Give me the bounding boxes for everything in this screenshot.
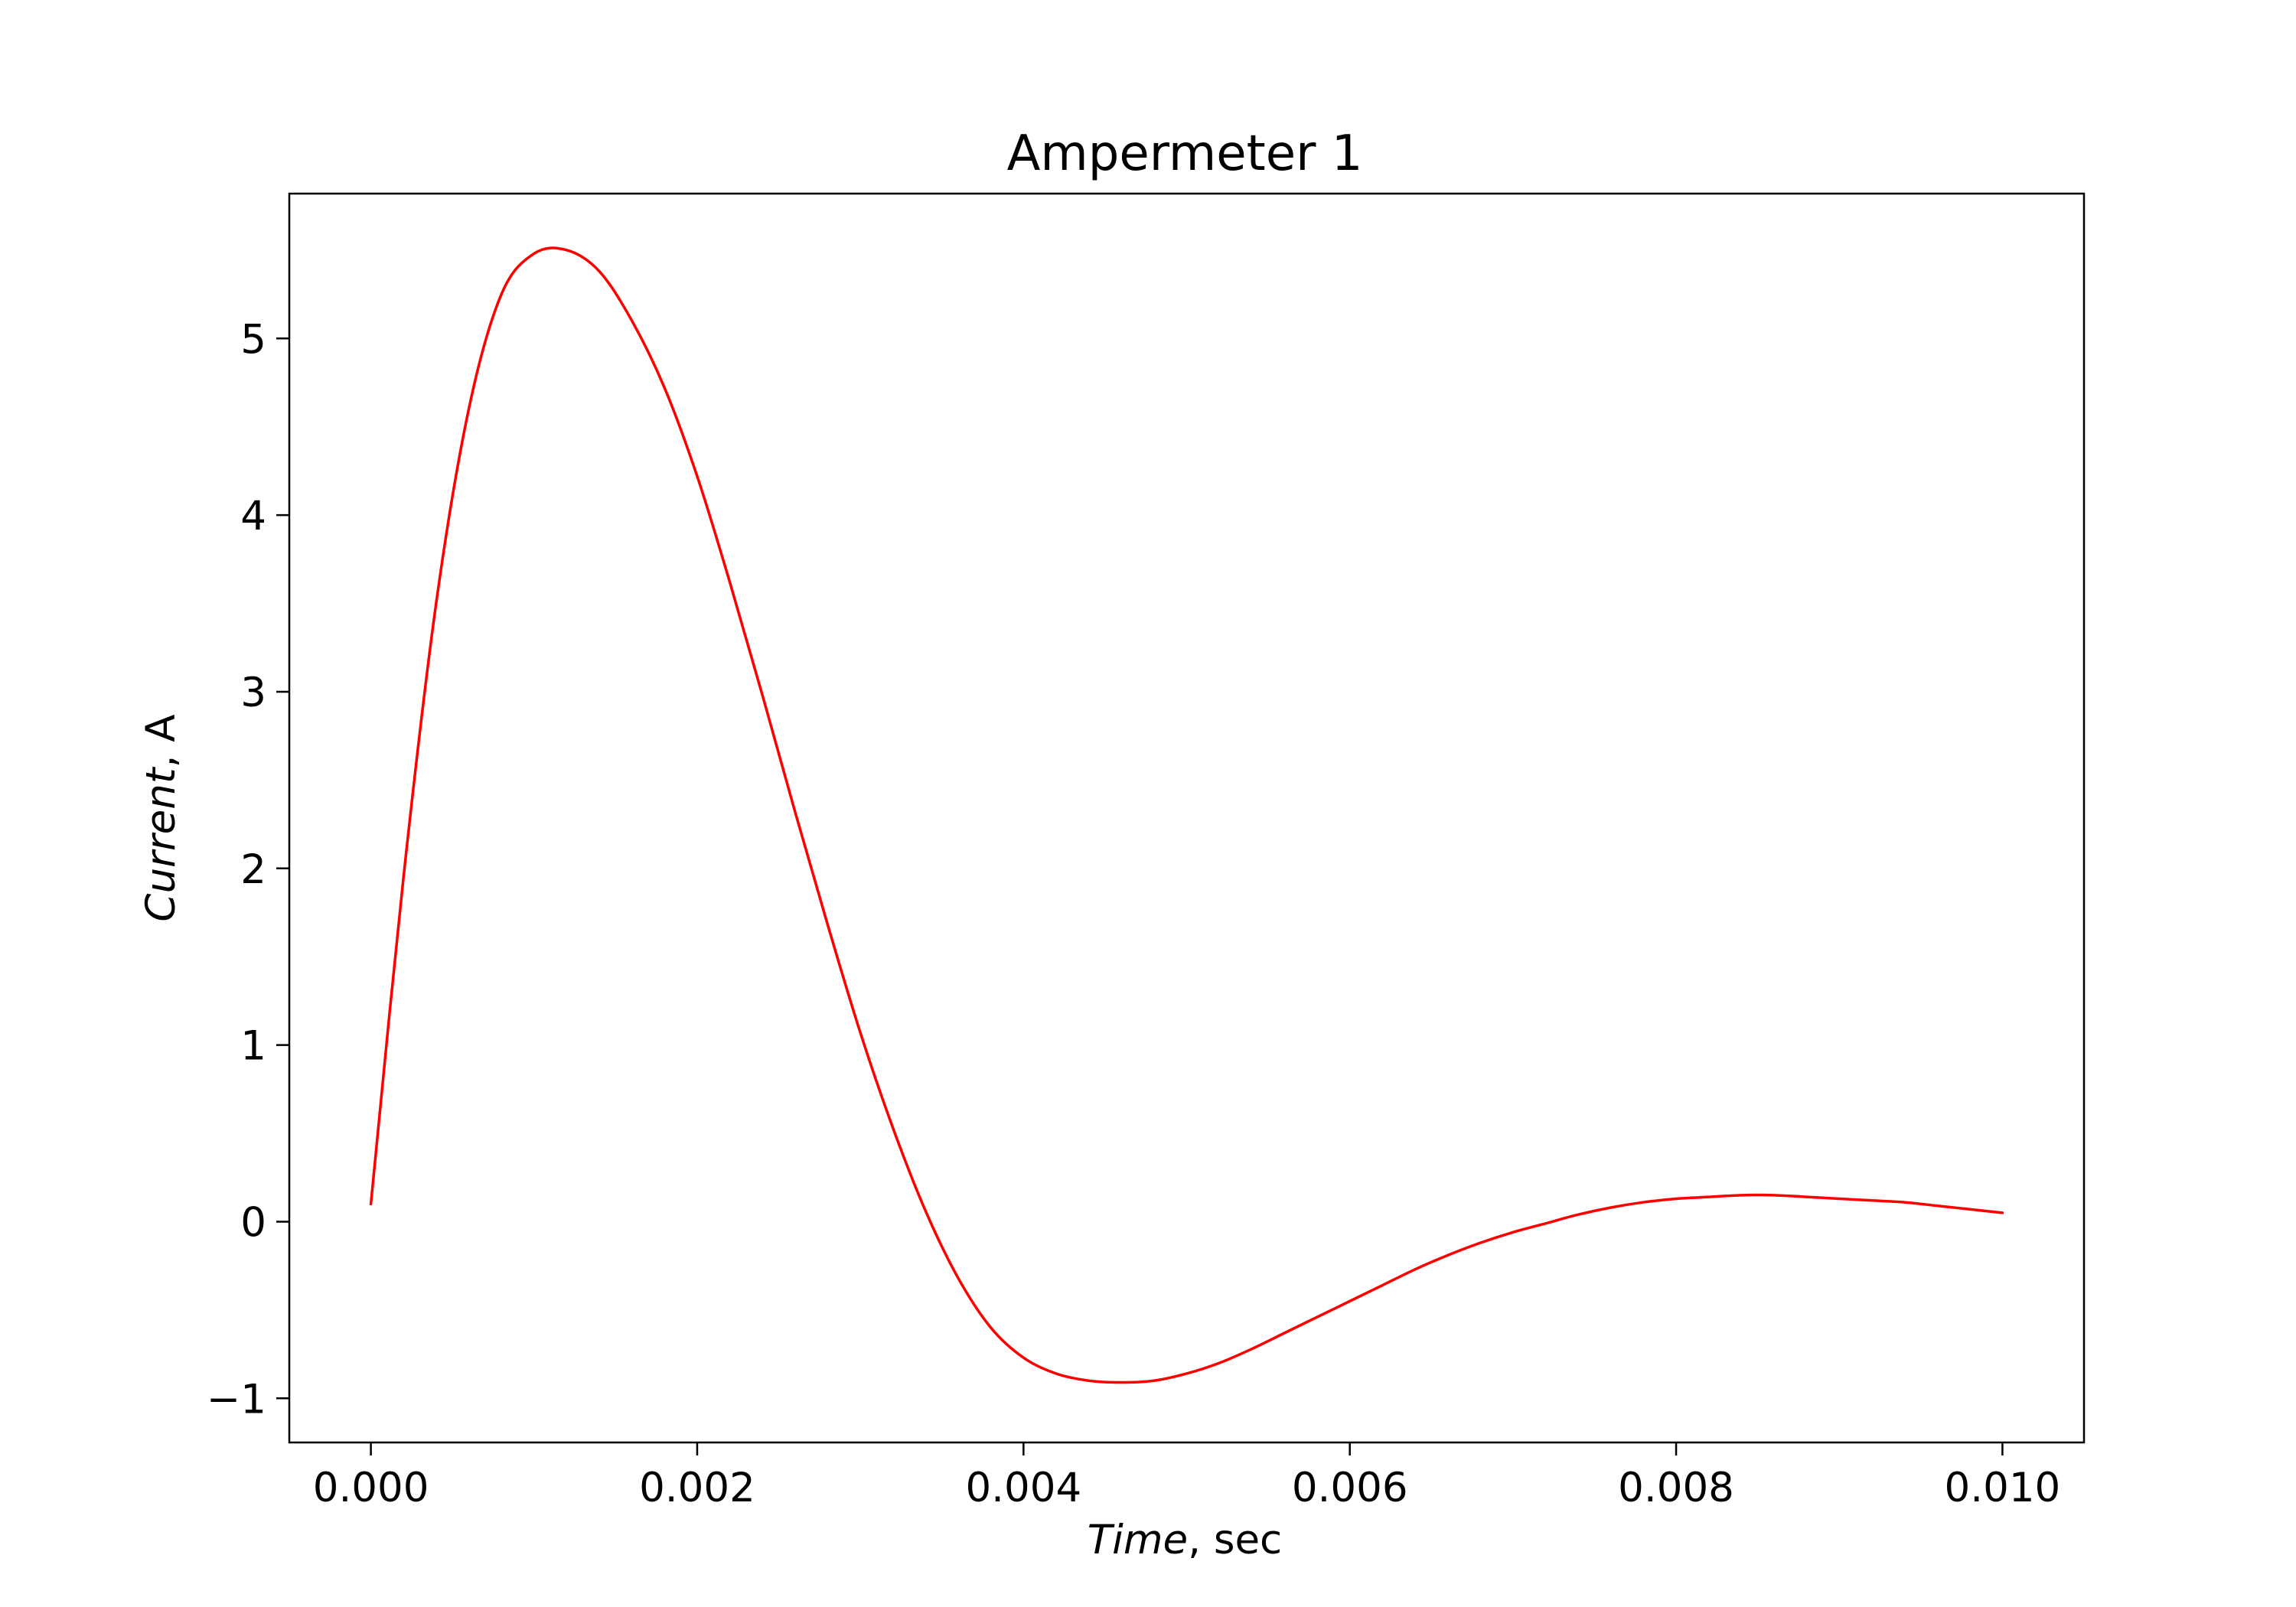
axes-frame (288, 192, 2086, 1444)
x-tick-label: 0.006 (1292, 1465, 1408, 1511)
x-tick-label: 0.002 (639, 1465, 755, 1511)
y-tick-label: 3 (240, 670, 266, 716)
y-tick-label: 0 (240, 1199, 266, 1246)
x-axis-label: Time, sec (1088, 1517, 1282, 1563)
x-axis-label-italic: Time (1088, 1517, 1188, 1563)
chart-title: Ampermeter 1 (1007, 125, 1363, 182)
x-tick-label: 0.008 (1618, 1465, 1734, 1511)
y-tick-label: 1 (240, 1023, 266, 1070)
y-tick-label: 2 (240, 846, 266, 893)
y-axis: −1 0 1 2 3 4 5 (207, 316, 289, 1423)
x-tick-label: 0.004 (965, 1465, 1081, 1511)
x-tick-label: 0.000 (313, 1465, 429, 1511)
y-tick-label: 5 (240, 316, 266, 363)
y-axis-label-italic: Current (138, 766, 184, 921)
x-tick-label: 0.010 (1945, 1465, 2061, 1511)
y-axis-label: Current, A (138, 714, 184, 921)
series-line (369, 246, 2004, 1384)
y-tick-label: 4 (240, 493, 266, 539)
x-axis: 0.000 0.002 0.004 0.006 0.008 0.010 (313, 1442, 2061, 1511)
x-axis-label-rest: , sec (1188, 1517, 1282, 1563)
plot-area (288, 192, 2086, 1444)
y-tick-label: −1 (207, 1376, 266, 1423)
y-axis-label-rest: , A (138, 714, 184, 768)
